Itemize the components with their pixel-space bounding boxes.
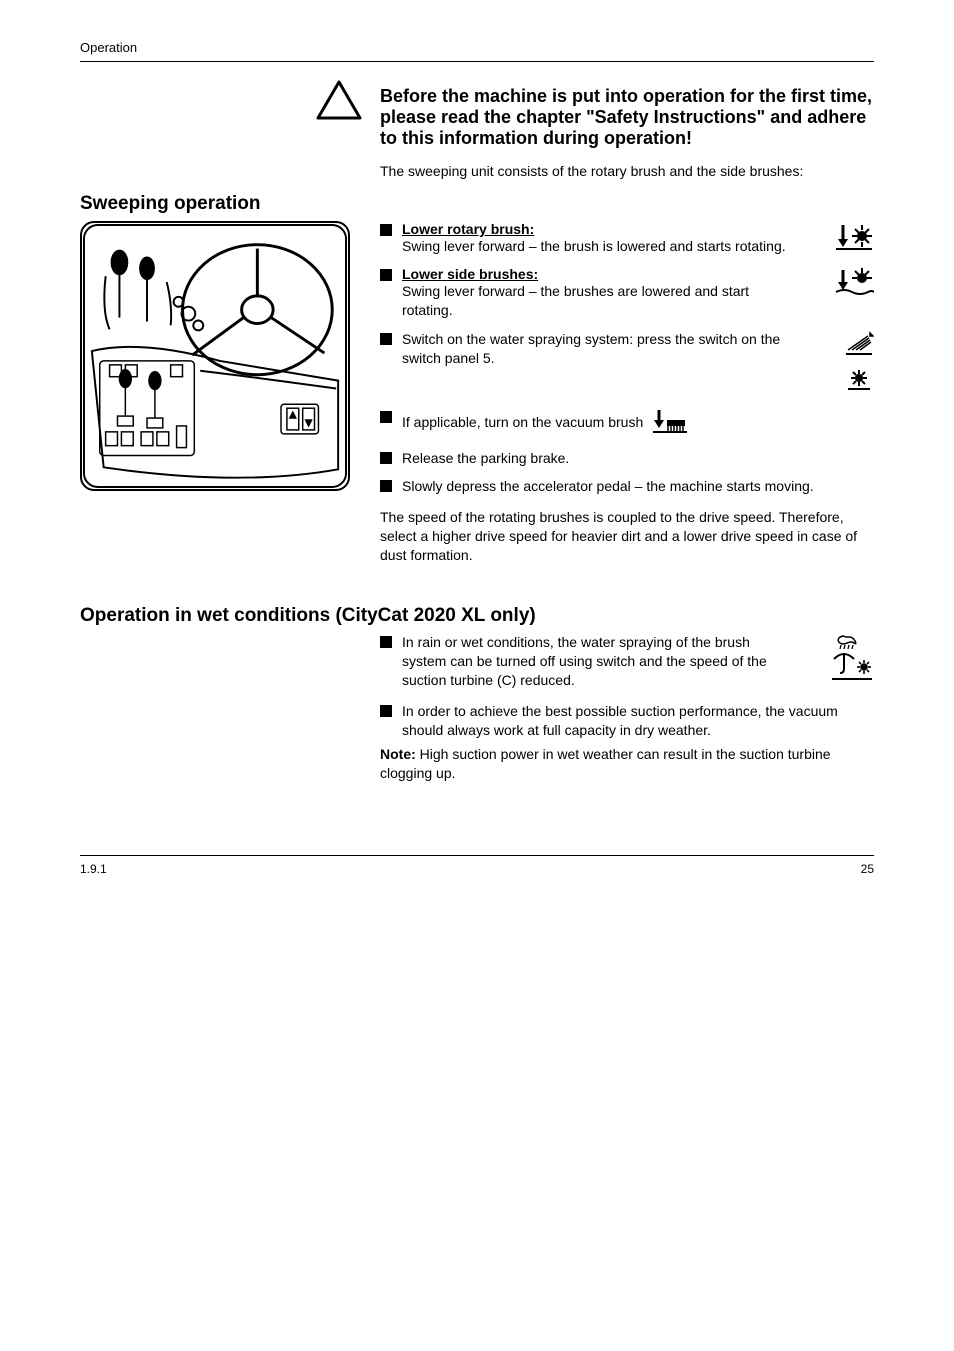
side-brush-lower-icon — [804, 266, 874, 296]
warning-row: Before the machine is put into operation… — [80, 80, 874, 149]
section1-para: The speed of the rotating brushes is cou… — [380, 508, 874, 565]
figure-col — [80, 221, 380, 491]
list-item: Switch on the water spraying system: pre… — [380, 330, 874, 398]
bullet-icon — [380, 636, 392, 648]
bullet-icon — [380, 333, 392, 345]
bullet-icon — [380, 452, 392, 464]
list-item: In order to achieve the best possible su… — [380, 702, 874, 740]
warning-triangle-icon — [80, 80, 380, 120]
item2-title: Lower side brushes: — [402, 266, 538, 282]
note-text: High suction power in wet weather can re… — [380, 746, 831, 781]
cab-controls-illustration — [80, 221, 350, 491]
list-item: Slowly depress the accelerator pedal – t… — [380, 477, 874, 496]
item4-text-before: If applicable, turn on the vacuum brush — [402, 414, 647, 430]
bullet-icon — [380, 269, 392, 281]
intro-text: The sweeping unit consists of the rotary… — [380, 163, 874, 179]
item1-text: Swing lever forward – the brush is lower… — [402, 238, 786, 254]
list-item: If applicable, turn on the vacuum brush — [380, 408, 874, 439]
s2-item2-text: In order to achieve the best possible su… — [402, 702, 874, 740]
bullet-icon — [380, 480, 392, 492]
section1-list: Lower rotary brush: Swing lever forward … — [380, 221, 874, 496]
bullet-icon — [380, 224, 392, 236]
note-label: Note: — [380, 746, 416, 762]
rotary-brush-lower-icon — [804, 221, 874, 251]
footer: 1.9.1 25 — [80, 862, 874, 876]
list-item: Release the parking brake. — [380, 449, 874, 468]
warning-text: Before the machine is put into operation… — [380, 80, 874, 149]
rain-umbrella-icon — [804, 633, 874, 681]
footer-code: 1.9.1 — [80, 862, 107, 876]
spray-alt-icon — [844, 367, 874, 398]
footer-page: 25 — [861, 862, 874, 876]
section2-note: Note: High suction power in wet weather … — [380, 745, 874, 783]
list-item: In rain or wet conditions, the water spr… — [380, 633, 874, 690]
item6-text: Slowly depress the accelerator pedal – t… — [402, 477, 874, 496]
header-text: Operation — [80, 40, 874, 55]
footer-rule — [80, 855, 874, 856]
header-rule — [80, 61, 874, 62]
item2-text: Swing lever forward – the brushes are lo… — [402, 283, 749, 318]
section2-heading: Operation in wet conditions (CityCat 202… — [80, 605, 874, 627]
water-spray-icon — [844, 330, 874, 361]
bullet-icon — [380, 705, 392, 717]
list-item: Lower side brushes: Swing lever forward … — [380, 266, 874, 320]
section1-heading: Sweeping operation — [80, 193, 874, 215]
item3-text-before: Switch on the water spraying system: pre… — [402, 331, 741, 347]
vacuum-brush-icon — [651, 408, 689, 439]
item1-title: Lower rotary brush: — [402, 221, 534, 237]
item5-text: Release the parking brake. — [402, 449, 874, 468]
list-item: Lower rotary brush: Swing lever forward … — [380, 221, 874, 256]
section-sweeping: Sweeping operation — [80, 193, 874, 565]
section-wet: Operation in wet conditions (CityCat 202… — [80, 605, 874, 783]
bullet-icon — [380, 411, 392, 423]
